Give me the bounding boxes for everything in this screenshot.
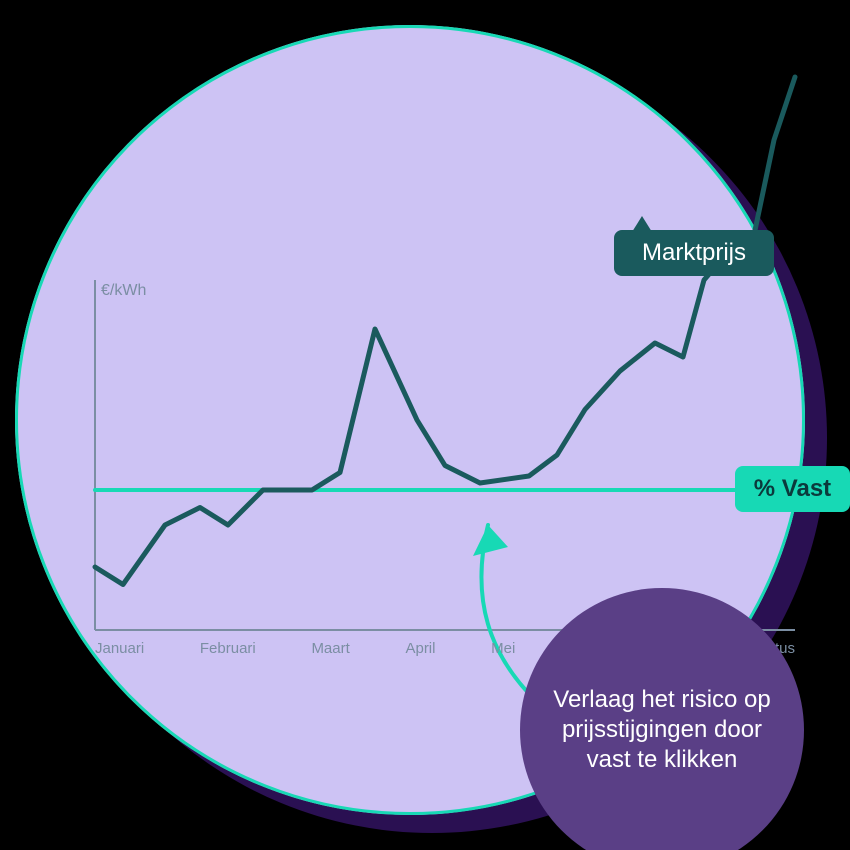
vast-badge-label: % Vast: [754, 475, 831, 502]
marktprijs-badge-label: Marktprijs: [642, 239, 746, 266]
marktprijs-badge: Marktprijs: [614, 230, 774, 276]
x-axis-tick-label: Februari: [200, 640, 256, 657]
stage: €/kWh JanuariFebruariMaartAprilMeiJuniJu…: [0, 0, 850, 850]
y-axis-label: €/kWh: [101, 282, 146, 300]
x-axis-tick-label: April: [405, 640, 435, 657]
x-axis-tick-label: Mei: [491, 640, 515, 657]
x-axis-tick-label: Maart: [311, 640, 349, 657]
badge-pointer-icon: [632, 216, 652, 232]
x-axis-tick-label: Januari: [95, 640, 144, 657]
callout-text: Verlaag het risico op prijsstijgingen do…: [520, 685, 804, 775]
vast-badge: % Vast: [735, 466, 850, 512]
